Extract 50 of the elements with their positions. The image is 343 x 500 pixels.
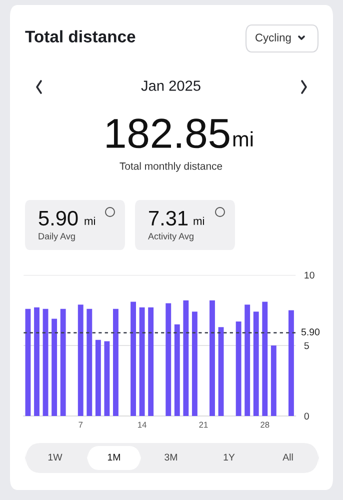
bar	[139, 307, 145, 416]
x-tick-label: 28	[260, 422, 270, 428]
y-tick-label: 5	[304, 342, 309, 350]
text: Daily Avg	[38, 232, 75, 242]
text: Cycling	[256, 33, 291, 44]
bar	[34, 307, 40, 416]
bar	[104, 341, 110, 416]
bar	[288, 310, 294, 416]
bar	[95, 340, 101, 416]
bar	[113, 308, 118, 416]
text: Activity Avg	[148, 232, 194, 242]
bar	[166, 303, 172, 416]
bar	[244, 304, 250, 416]
bar	[236, 322, 242, 416]
text: 1M	[108, 454, 120, 461]
bar	[60, 308, 66, 416]
bar	[130, 302, 136, 416]
text: 1Y	[224, 454, 235, 461]
y-tick-label: 10	[304, 272, 314, 279]
x-tick-label: 21	[199, 422, 208, 428]
bar	[174, 324, 180, 416]
x-tick-label: 14	[138, 422, 146, 428]
bar	[52, 318, 58, 416]
text: mi	[84, 216, 95, 225]
bar	[218, 327, 224, 416]
bar	[42, 308, 48, 416]
text: 1W	[48, 454, 62, 461]
bar	[25, 308, 31, 416]
text: mi	[233, 131, 253, 146]
bar	[183, 300, 189, 416]
bar	[86, 308, 92, 416]
ref-line-label: 5.90	[301, 328, 320, 336]
x-tick-label: 7	[78, 422, 83, 428]
bar	[210, 300, 215, 416]
bar	[192, 312, 198, 416]
bar	[270, 346, 276, 416]
bar	[262, 302, 268, 416]
bar	[253, 312, 259, 416]
bar	[148, 307, 154, 416]
text: 5.90	[38, 210, 78, 226]
text: 3M	[164, 454, 177, 461]
text: mi	[194, 216, 204, 225]
text: All	[282, 453, 293, 461]
chart-title: Total distance	[25, 30, 136, 42]
text: 182.85	[106, 118, 230, 148]
text: 7.31	[149, 210, 188, 226]
bar	[78, 304, 84, 416]
y-tick-label: 0	[304, 412, 309, 420]
text: Total monthly distance	[120, 162, 222, 172]
chart-subtitle: Jan 2025	[141, 80, 200, 91]
